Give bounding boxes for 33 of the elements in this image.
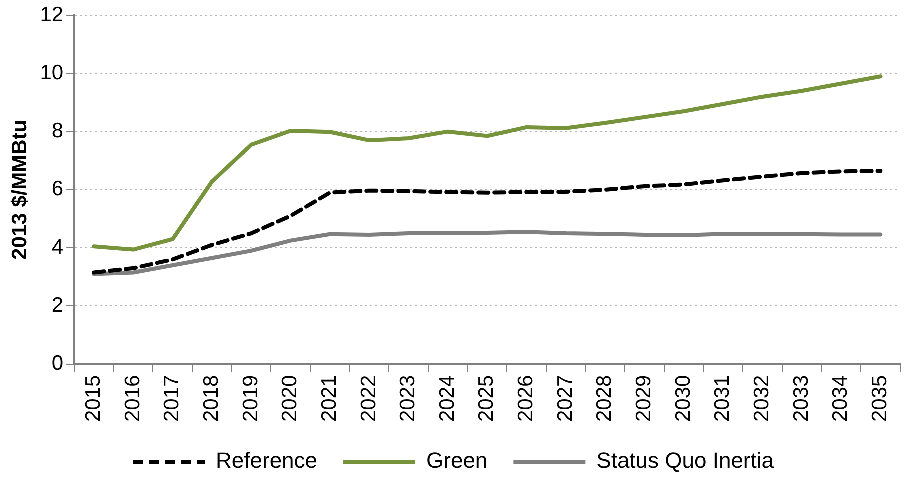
x-tick-label: 2025 bbox=[475, 375, 498, 422]
y-tick-label: 2 bbox=[52, 294, 64, 317]
x-tick-label: 2027 bbox=[554, 375, 577, 422]
legend-label: Status Quo Inertia bbox=[596, 448, 775, 474]
x-tick-label: 2033 bbox=[790, 375, 813, 422]
x-tick-label: 2026 bbox=[514, 375, 538, 422]
x-tick-label: 2031 bbox=[711, 375, 734, 422]
y-axis-title: 2013 $/MMBtu bbox=[8, 120, 32, 260]
x-tick-label: 2016 bbox=[121, 375, 144, 422]
x-tick-label: 2034 bbox=[829, 374, 852, 422]
x-tick-label: 2023 bbox=[396, 375, 420, 422]
y-tick-label: 0 bbox=[52, 352, 64, 376]
y-tick-label: 10 bbox=[40, 62, 64, 85]
x-tick-label: 2035 bbox=[868, 375, 892, 422]
x-tick-label: 2028 bbox=[593, 375, 616, 422]
x-tick-label: 2030 bbox=[672, 375, 695, 422]
x-tick-label: 2019 bbox=[239, 375, 262, 422]
x-tick-label: 2015 bbox=[82, 375, 106, 422]
x-tick-label: 2021 bbox=[318, 375, 341, 422]
x-tick-label: 2032 bbox=[750, 375, 774, 422]
x-tick-label: 2018 bbox=[200, 375, 223, 422]
x-tick-label: 2017 bbox=[160, 375, 184, 422]
x-tick-label: 2024 bbox=[436, 374, 459, 422]
legend-label: Green bbox=[426, 448, 488, 474]
x-tick-label: 2029 bbox=[632, 375, 656, 422]
y-tick-label: 12 bbox=[40, 3, 64, 26]
y-tick-label: 4 bbox=[52, 236, 64, 259]
x-tick-label: 2020 bbox=[278, 375, 302, 422]
legend-label: Reference bbox=[216, 448, 318, 474]
y-tick-label: 8 bbox=[52, 120, 64, 143]
y-tick-label: 6 bbox=[52, 178, 64, 201]
line-series bbox=[92, 169, 883, 275]
x-tick-label: 2022 bbox=[357, 375, 380, 422]
